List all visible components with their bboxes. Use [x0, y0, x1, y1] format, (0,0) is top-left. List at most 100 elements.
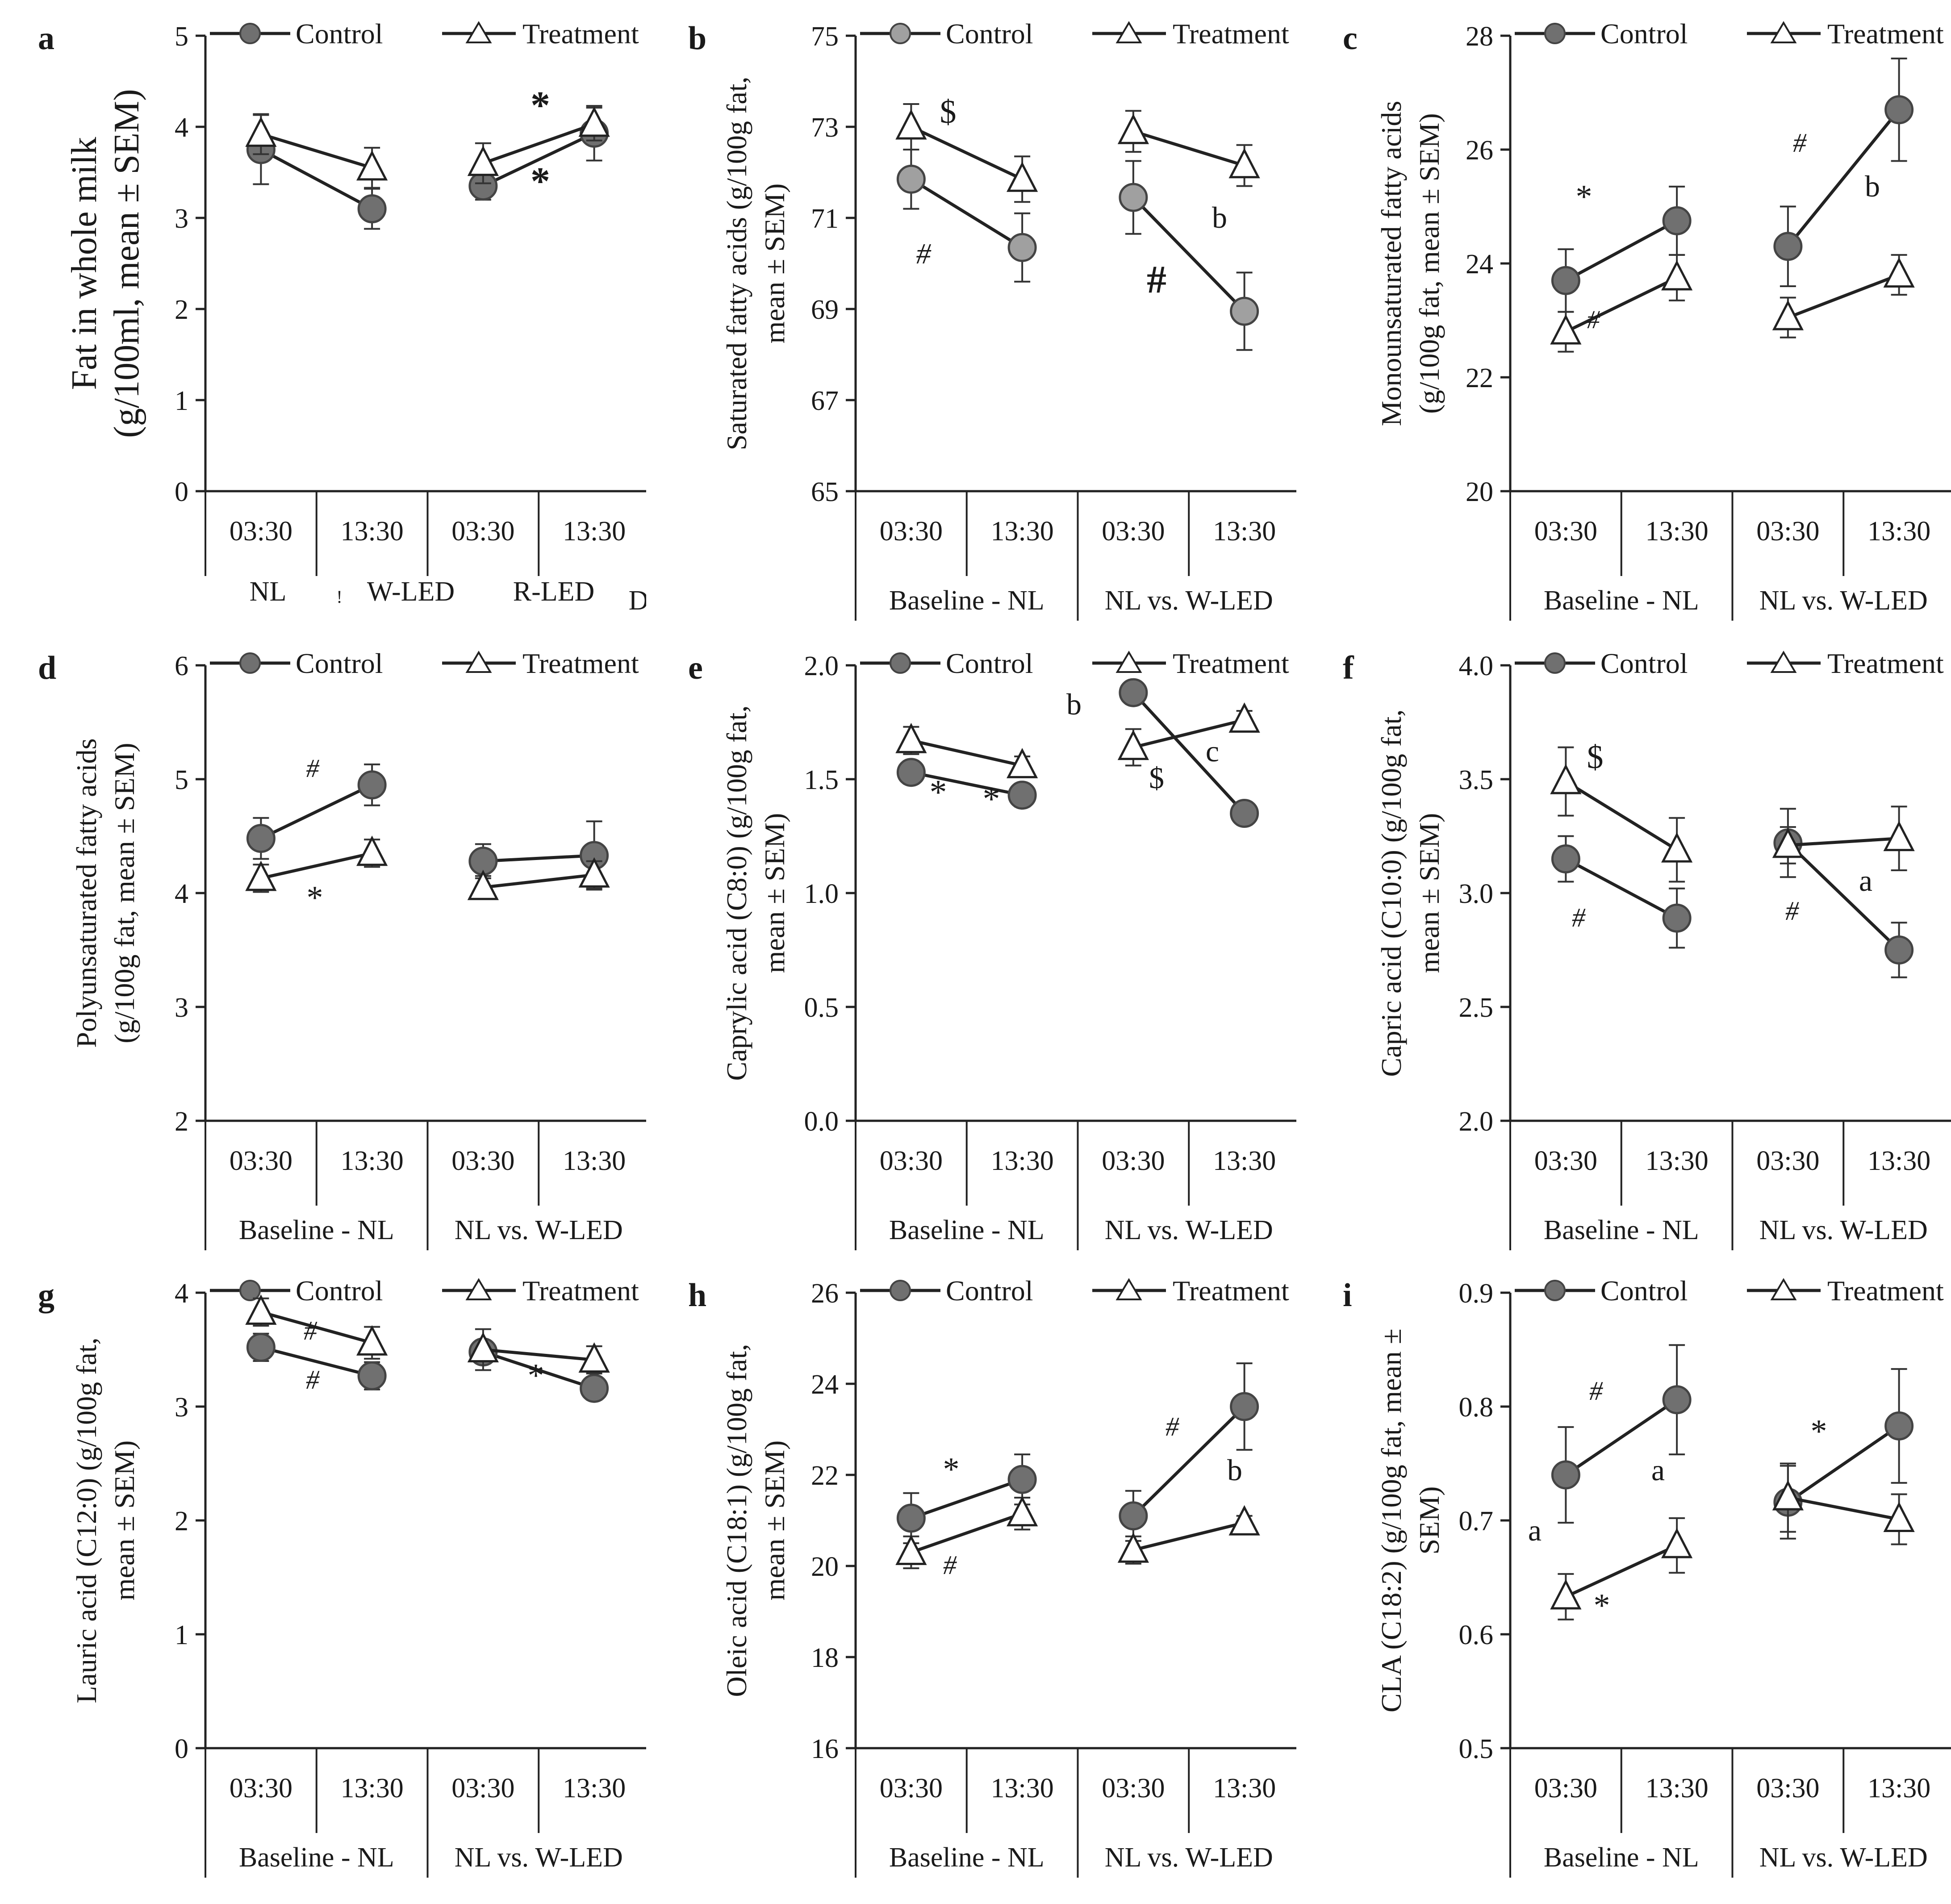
control-series-line: [482, 132, 595, 188]
treatment-data-point: [356, 835, 388, 866]
legend-control-label: Control: [1600, 1275, 1688, 1307]
y-axis-label: Polyunsaturated fatty acids: [71, 738, 102, 1048]
significance-annotation: #: [1785, 896, 1799, 926]
legend-treatment-marker: [1115, 651, 1142, 673]
legend-treatment-marker: [465, 21, 492, 43]
y-tick-label: 22: [1466, 363, 1493, 393]
x-tick-label: 03:30: [1102, 1146, 1165, 1176]
treatment-data-point: [1772, 300, 1804, 330]
control-data-point: [1007, 1465, 1037, 1494]
chart-svg-b: b 65 67 69 71 73 75 03:30 13:30 03:30 13:30 Baselin…: [688, 18, 1301, 621]
y-tick-label: 26: [1466, 135, 1493, 166]
y-axis-label: mean ± SEM): [759, 184, 790, 344]
control-data-point: [1119, 1501, 1148, 1531]
x-group-label: NL vs. W-LED: [455, 1215, 623, 1245]
y-tick-label: 0.8: [1459, 1392, 1494, 1423]
treatment-data-point: [1661, 832, 1693, 863]
legend-treatment-label: Treatment: [1827, 18, 1944, 50]
treatment-data-point: [895, 109, 927, 140]
y-axis-label: mean ± SEM): [759, 813, 790, 973]
treatment-data-point: [356, 1325, 388, 1356]
x-tick-label: 13:30: [341, 1146, 404, 1176]
significance-annotation: *: [930, 772, 947, 811]
legend-treatment-marker: [465, 1278, 492, 1300]
x-group-label: Baseline - NL: [1544, 1842, 1699, 1873]
panel-label: d: [38, 650, 56, 686]
chart-svg-c: c 20 22 24 26 28 03:30 13:30 03:30 13:30 Baseline …: [1343, 18, 1951, 621]
control-series-line: [1132, 691, 1246, 814]
x-tick-label: 03:30: [880, 1146, 943, 1176]
significance-annotation: a: [1651, 1453, 1665, 1487]
control-data-point: [1230, 799, 1259, 828]
y-tick-label: 3: [175, 993, 188, 1023]
legend-treatment-label: Treatment: [1827, 647, 1944, 679]
x-tick-label: 03:30: [1756, 516, 1819, 547]
y-tick-label: 2: [175, 1106, 188, 1137]
significance-annotation: *: [307, 880, 323, 916]
x-tick-label: 03:30: [230, 1773, 292, 1804]
x-group-label: Baseline - NL: [239, 1215, 394, 1245]
legend-control-label: Control: [296, 18, 383, 50]
y-tick-label: 22: [811, 1461, 839, 1491]
x-group-label: NL vs. W-LED: [1105, 1215, 1273, 1245]
control-series-line: [911, 1478, 1023, 1520]
x-tick-label: 13:30: [991, 516, 1054, 547]
significance-annotation: #: [916, 238, 932, 270]
x-tick-label: 13:30: [991, 1146, 1054, 1176]
treatment-series-line: [1787, 273, 1900, 319]
x-tick-label: 13:30: [1646, 516, 1709, 547]
legend-control-label: Control: [946, 18, 1033, 50]
legend-treatment-marker: [1115, 21, 1142, 43]
y-tick-label: 16: [811, 1734, 839, 1764]
y-tick-label: 24: [1466, 249, 1493, 280]
control-data-point: [357, 194, 387, 224]
x-tick-label: 03:30: [1534, 516, 1597, 547]
treatment-data-point: [1117, 1532, 1149, 1563]
control-data-point: [1007, 233, 1037, 262]
treatment-data-point: [1007, 747, 1038, 778]
treatment-series-line: [260, 132, 373, 170]
legend-control-marker: [239, 1280, 261, 1301]
x-tick-label: 13:30: [1867, 1146, 1930, 1176]
panel-label: i: [1343, 1277, 1352, 1314]
legend-treatment-label: Treatment: [1173, 647, 1289, 679]
control-series-line: [483, 854, 594, 863]
significance-annotation: b: [1066, 687, 1082, 721]
x-tick-label: 03:30: [451, 1773, 514, 1804]
y-tick-label: 2.0: [1459, 1106, 1494, 1137]
x-tick-label: 13:30: [1646, 1146, 1709, 1176]
legend-treatment-marker: [1770, 651, 1797, 673]
x-tick-label: 03:30: [880, 1773, 943, 1804]
significance-annotation: a: [1859, 864, 1872, 898]
legend-treatment-label: Treatment: [1827, 1275, 1944, 1307]
x-tick-label: 03:30: [451, 1146, 514, 1176]
legend-control-marker: [1544, 1280, 1566, 1301]
control-series-line: [1132, 196, 1246, 313]
control-data-point: [1551, 266, 1580, 295]
chart-panel-i: i 0.5 0.6 0.7 0.8 0.9 03:30 13:30 03:30 13:30 Base…: [1305, 1257, 1951, 1882]
chart-panel-h: h 16 18 20 22 24 26 03:30 13:30 03:30 13:30 Baselin…: [650, 1257, 1301, 1882]
chart-panel-d: d 2 3 4 5 6 03:30 13:30 03:30 13:30 Baseline - NL N…: [0, 630, 651, 1255]
treatment-data-point: [578, 1342, 610, 1373]
x-group-label: Baseline - NL: [1544, 1215, 1699, 1245]
y-axis-label: Fat in whole milk: [65, 137, 104, 390]
significance-annotation: b: [1227, 1453, 1242, 1487]
chart-svg-a: a 0 1 2 3 4 5 03:30 13:30 03:30 13:30 NL W-LED R-LED!…: [38, 18, 651, 616]
x-tick-label: 13:30: [341, 516, 404, 547]
treatment-data-point: [245, 116, 277, 147]
x-group-label: Baseline - NL: [1544, 585, 1699, 616]
x-tick-label: 03:30: [1756, 1773, 1819, 1804]
control-series-line: [911, 771, 1023, 797]
control-series-line: [1565, 857, 1678, 920]
x-group-label: NL vs. W-LED: [1105, 585, 1273, 616]
control-data-point: [1119, 183, 1148, 212]
y-tick-label: 65: [811, 477, 839, 507]
significance-annotation: $: [1149, 761, 1164, 795]
y-axis-label: (g/100ml, mean ± SEM): [107, 89, 146, 438]
x-tick-label: 03:30: [1102, 516, 1165, 547]
chart-svg-f: f 2.0 2.5 3.0 3.5 4.0 03:30 13:30 03:30 13:30 Base…: [1343, 647, 1951, 1250]
x-tick-label: 13:30: [563, 1773, 626, 1804]
y-axis-label: (g/100g fat, mean ± SEM): [109, 743, 140, 1043]
treatment-data-point: [467, 1332, 499, 1362]
y-tick-label: 6: [175, 651, 188, 681]
